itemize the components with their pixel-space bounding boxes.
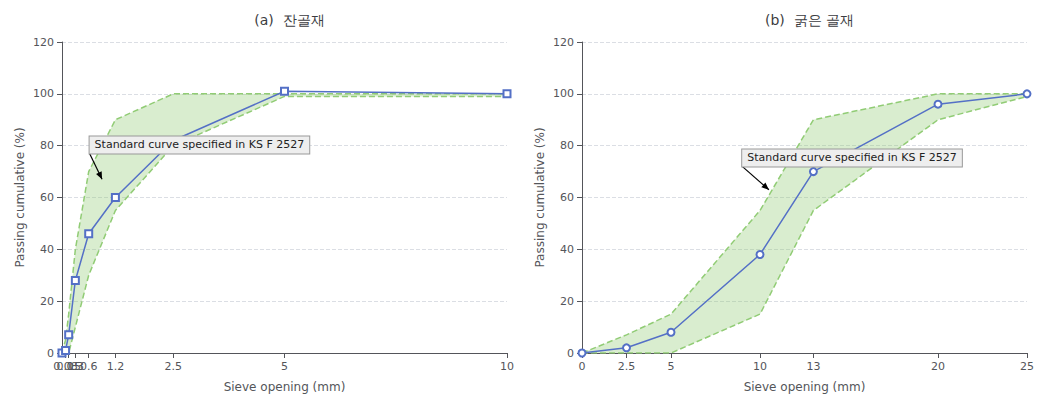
svg-text:120: 120 bbox=[33, 36, 54, 49]
svg-text:5: 5 bbox=[281, 360, 288, 373]
svg-text:Passing cumulative (%): Passing cumulative (%) bbox=[533, 127, 547, 267]
svg-text:2.5: 2.5 bbox=[165, 360, 183, 373]
svg-text:Standard curve specified in KS: Standard curve specified in KS F 2527 bbox=[95, 138, 305, 151]
svg-text:60: 60 bbox=[560, 191, 574, 204]
svg-text:0: 0 bbox=[567, 347, 574, 360]
svg-text:20: 20 bbox=[931, 360, 945, 373]
svg-text:10: 10 bbox=[753, 360, 767, 373]
svg-text:80: 80 bbox=[560, 139, 574, 152]
svg-text:(a) 잔골재: (a) 잔골재 bbox=[254, 12, 324, 28]
svg-text:1.2: 1.2 bbox=[107, 360, 125, 373]
svg-text:2.5: 2.5 bbox=[618, 360, 636, 373]
svg-text:40: 40 bbox=[40, 243, 54, 256]
svg-text:(b) 굵은 골재: (b) 굵은 골재 bbox=[765, 12, 854, 28]
svg-text:20: 20 bbox=[560, 295, 574, 308]
svg-text:120: 120 bbox=[553, 36, 574, 49]
svg-text:80: 80 bbox=[40, 139, 54, 152]
svg-text:20: 20 bbox=[40, 295, 54, 308]
svg-text:10: 10 bbox=[500, 360, 514, 373]
svg-text:Sieve opening (mm): Sieve opening (mm) bbox=[744, 380, 866, 394]
svg-text:Passing cumulative (%): Passing cumulative (%) bbox=[13, 127, 27, 267]
svg-text:0: 0 bbox=[579, 360, 586, 373]
svg-text:100: 100 bbox=[33, 87, 54, 100]
svg-text:Standard curve specified in KS: Standard curve specified in KS F 2527 bbox=[747, 151, 957, 164]
svg-text:40: 40 bbox=[560, 243, 574, 256]
svg-text:5: 5 bbox=[668, 360, 675, 373]
svg-text:0.6: 0.6 bbox=[80, 360, 98, 373]
svg-text:0.3: 0.3 bbox=[66, 360, 85, 373]
svg-text:13: 13 bbox=[806, 360, 820, 373]
svg-text:0: 0 bbox=[47, 347, 54, 360]
svg-text:100: 100 bbox=[553, 87, 574, 100]
svg-text:Sieve opening (mm): Sieve opening (mm) bbox=[224, 380, 346, 394]
svg-text:60: 60 bbox=[40, 191, 54, 204]
svg-text:25: 25 bbox=[1020, 360, 1034, 373]
